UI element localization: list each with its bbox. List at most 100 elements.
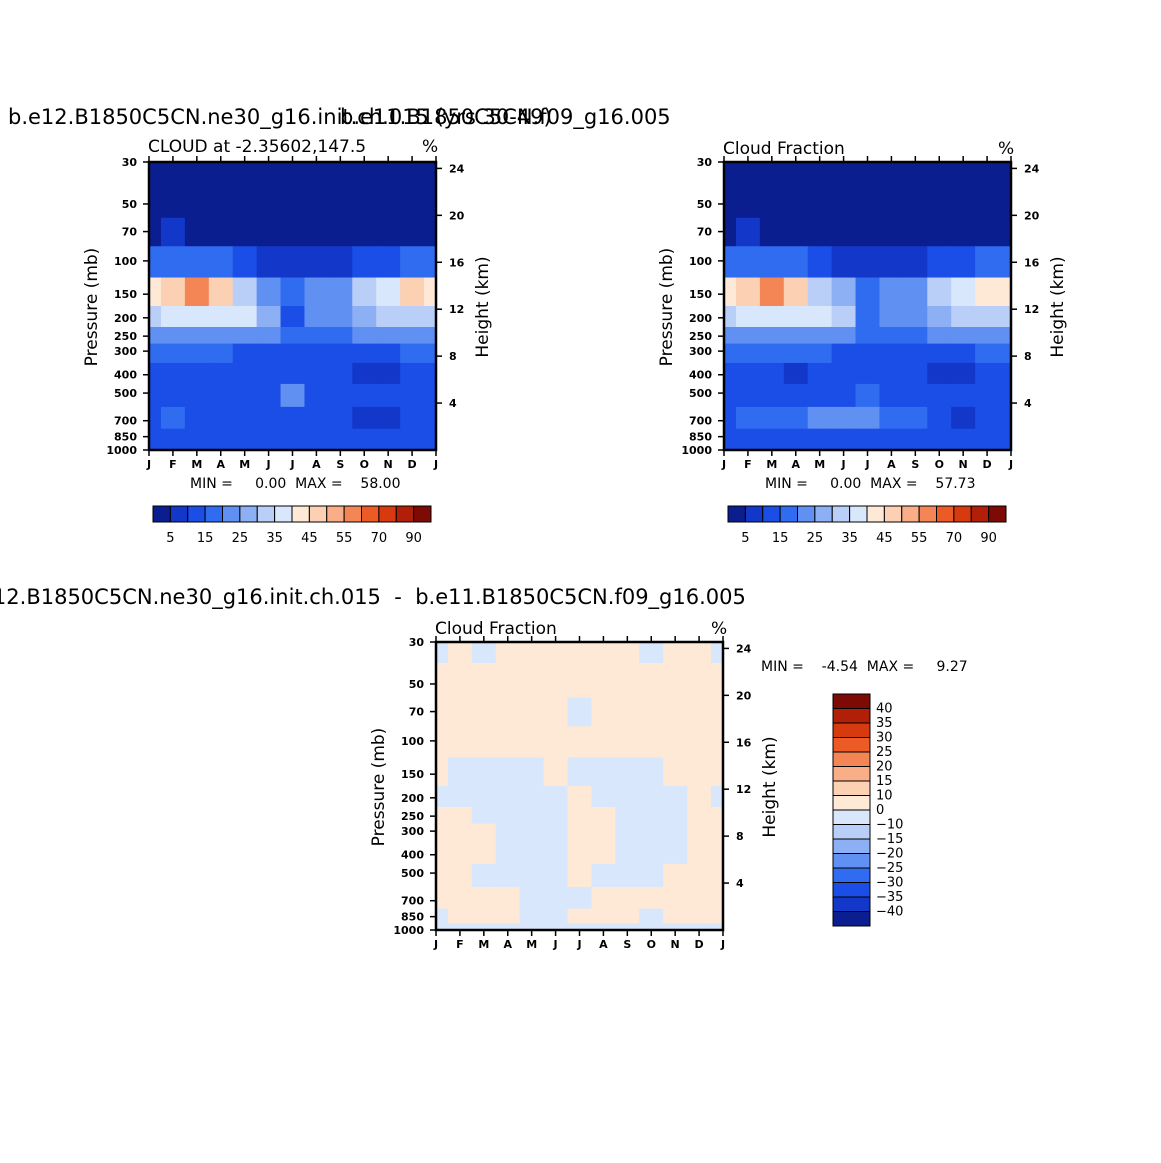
panel-1-cell-3-8 xyxy=(328,246,353,279)
panel-2-xlabel-5: J xyxy=(841,458,846,471)
panel-2-cell-12-6 xyxy=(855,443,880,451)
panel-2-ylabel: Pressure (mb) xyxy=(657,248,677,367)
panel-2-cell-0-6 xyxy=(855,162,880,184)
panel-2-cell-2-8 xyxy=(903,217,928,247)
panel-2-colorbar-box-12 xyxy=(936,505,955,523)
panel-2-cell-10-10 xyxy=(951,406,976,430)
panel-3-colorbar-box-1 xyxy=(832,708,871,724)
panel-2-cell-8-7 xyxy=(879,362,904,385)
panel-1-cell-0-2 xyxy=(184,162,210,184)
panel-3-cell-1-0 xyxy=(436,662,449,699)
panel-2-cell-10-11 xyxy=(975,406,1000,430)
panel-1-cell-12-11 xyxy=(400,443,425,451)
panel-2-cell-0-2 xyxy=(759,162,785,184)
panel-3-cell-12-10 xyxy=(663,923,688,931)
panel-1-colorbar-box-4 xyxy=(222,505,241,523)
panel-2-cell-1-3 xyxy=(783,182,809,219)
panel-1-cell-9-4 xyxy=(232,383,258,408)
panel-2-cell-9-7 xyxy=(879,383,904,408)
panel-3-colorbar-box-2 xyxy=(832,722,871,738)
panel-1-cell-4-2 xyxy=(184,277,210,307)
panel-1-cell-5-9 xyxy=(352,306,377,328)
panel-1-cell-12-0 xyxy=(149,443,162,451)
panel-2-cell-10-4 xyxy=(807,406,833,430)
panel-3-cell-11-10 xyxy=(663,908,688,924)
panel-1-cell-0-1 xyxy=(160,162,186,184)
panel-2-units: % xyxy=(998,139,1014,159)
panel-1-cell-11-7 xyxy=(304,428,329,444)
panel-1-cell-3-5 xyxy=(256,246,282,279)
panel-3-cell-2-7 xyxy=(591,697,616,727)
panel-3-cell-9-3 xyxy=(495,863,521,888)
panel-3-cell-6-7 xyxy=(591,806,616,825)
panel-3-cell-3-6 xyxy=(567,726,592,759)
panel-3-cell-12-1 xyxy=(447,923,473,931)
panel-2-cell-0-10 xyxy=(951,162,976,184)
panel-3-xlabel-8: S xyxy=(623,938,631,951)
panel-3-cell-6-11 xyxy=(687,806,712,825)
panel-1-ylabel-11: 850 xyxy=(114,431,137,444)
panel-2-cell-3-4 xyxy=(807,246,833,279)
panel-3-cell-10-9 xyxy=(639,886,664,910)
panel-1-cell-9-0 xyxy=(149,383,162,408)
panel-1-cell-5-6 xyxy=(280,306,305,328)
panel-3-colorbar-label-2: 30 xyxy=(876,731,893,746)
panel-3-cell-7-12 xyxy=(711,823,724,844)
panel-2-cell-5-5 xyxy=(831,306,857,328)
panel-2-cell-11-6 xyxy=(855,428,880,444)
panel-1-cell-10-11 xyxy=(400,406,425,430)
panel-2-cell-5-9 xyxy=(927,306,952,328)
panel-1-cell-4-5 xyxy=(256,277,282,307)
panel-2-colorbar: 5 15 25 35 45 55 70 90 xyxy=(727,505,1007,546)
panel-2-cell-8-4 xyxy=(807,362,833,385)
panel-2-cell-3-11 xyxy=(975,246,1000,279)
panel-2-cell-0-8 xyxy=(903,162,928,184)
panel-2-cell-10-6 xyxy=(855,406,880,430)
panel-3-xlabel-10: N xyxy=(671,938,680,951)
panel-2-ylabel-4: 150 xyxy=(689,288,712,301)
panel-1-cell-9-10 xyxy=(376,383,401,408)
panel-1-cell-4-6 xyxy=(280,277,305,307)
panel-2-cell-0-0 xyxy=(724,162,737,184)
panel-1-cell-0-4 xyxy=(232,162,258,184)
panel-2-cell-5-10 xyxy=(951,306,976,328)
panel-2-cell-6-3 xyxy=(783,326,809,345)
panel-3-xlabel-4: M xyxy=(526,938,537,951)
panel-2-cell-12-0 xyxy=(724,443,737,451)
panel-2-cell-1-9 xyxy=(927,182,952,219)
panel-3-ylabel-7: 300 xyxy=(401,825,424,838)
panel-2-ylabel-9: 500 xyxy=(689,387,712,400)
panel-3-cell-10-11 xyxy=(687,886,712,910)
panel-1-cell-0-8 xyxy=(328,162,353,184)
panel-1-cell-9-11 xyxy=(400,383,425,408)
panel-2-colorbar-label-1: 15 xyxy=(772,531,789,546)
panel-2-colorbar-box-10 xyxy=(901,505,920,523)
panel-2-cell-9-2 xyxy=(759,383,785,408)
panel-1-cell-8-8 xyxy=(328,362,353,385)
panel-2-cell-2-11 xyxy=(975,217,1000,247)
panel-2-cell-2-9 xyxy=(927,217,952,247)
panel-1-ylabel-12: 1000 xyxy=(106,444,137,457)
panel-3-cell-7-3 xyxy=(495,823,521,844)
panel-2-cell-4-6 xyxy=(855,277,880,307)
panel-1-cell-9-1 xyxy=(160,383,186,408)
panel-3-cell-3-10 xyxy=(663,726,688,759)
panel-2-cell-4-0 xyxy=(724,277,737,307)
panel-1-cell-3-11 xyxy=(400,246,425,279)
panel-1-cell-11-6 xyxy=(280,428,305,444)
panel-2-cell-12-8 xyxy=(903,443,928,451)
panel-1-cell-5-12 xyxy=(424,306,437,328)
panel-1-cell-1-8 xyxy=(328,182,353,219)
panel-2-cell-2-4 xyxy=(807,217,833,247)
panel-2-cell-5-4 xyxy=(807,306,833,328)
panel-2-cell-0-12 xyxy=(999,162,1012,184)
panel-1-xlabel-8: S xyxy=(336,458,344,471)
panel-3-xlabel-12: J xyxy=(720,938,725,951)
panel-1-colorbar-box-13 xyxy=(378,505,397,523)
panel-1-cell-2-1 xyxy=(160,217,186,247)
panel-1-xlabel-9: O xyxy=(360,458,369,471)
panel-2-cell-10-0 xyxy=(724,406,737,430)
panel-1-cell-6-3 xyxy=(208,326,234,345)
panel-2-cell-12-3 xyxy=(783,443,809,451)
panel-1-cell-7-6 xyxy=(280,343,305,364)
